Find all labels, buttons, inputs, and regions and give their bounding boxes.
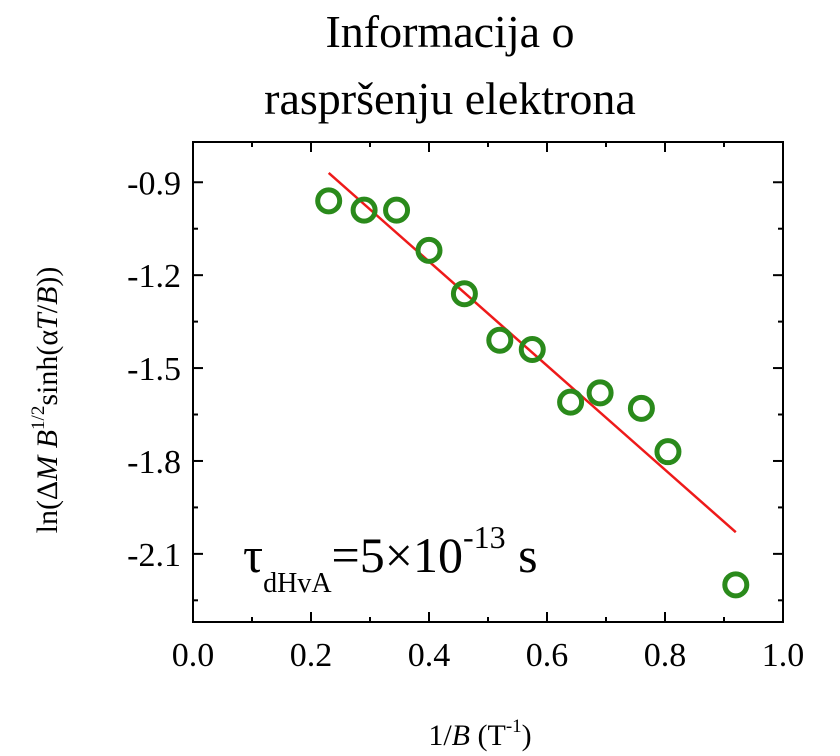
data-point [350,196,378,224]
y-tick-label: -0.9 [127,165,181,202]
x-tick-label: 0.0 [172,637,215,674]
chart-title-line-1: Informacija o [325,6,575,57]
data-point [586,379,614,407]
data-point [722,571,750,599]
fit-line [327,172,737,534]
fit-line-group [327,172,737,534]
x-tick-label: 0.2 [290,637,333,674]
tau-annotation: τdHvA=5×10-13 s [243,519,538,599]
x-tick-label: 1.0 [762,637,805,674]
y-tick-label: -1.8 [127,444,181,481]
y-tick-labels: -0.9 -1.2 -1.5 -1.8 -2.1 [127,165,181,574]
chart-title-line-2: raspršenju elektrona [264,73,636,124]
data-point [518,335,546,363]
data-point [315,187,343,215]
y-tick-label: -2.1 [127,537,181,574]
x-tick-label: 0.6 [526,637,569,674]
data-point [486,326,514,354]
data-point [557,388,585,416]
data-point [654,438,682,466]
y-tick-label: -1.5 [127,351,181,388]
y-tick-label: -1.2 [127,258,181,295]
x-tick-label: 0.4 [408,637,451,674]
data-point [450,280,478,308]
axis-ticks [192,142,784,622]
data-points [315,187,750,599]
data-point [415,236,443,264]
y-axis-title: ln(ΔM B1/2sinh(αT/B)) [28,267,64,534]
x-tick-label: 0.8 [644,637,687,674]
data-point [627,394,655,422]
x-tick-labels: 0.0 0.2 0.4 0.6 0.8 1.0 [172,637,805,674]
data-point [383,196,411,224]
x-axis-title: 1/B (T-1) [428,716,531,752]
